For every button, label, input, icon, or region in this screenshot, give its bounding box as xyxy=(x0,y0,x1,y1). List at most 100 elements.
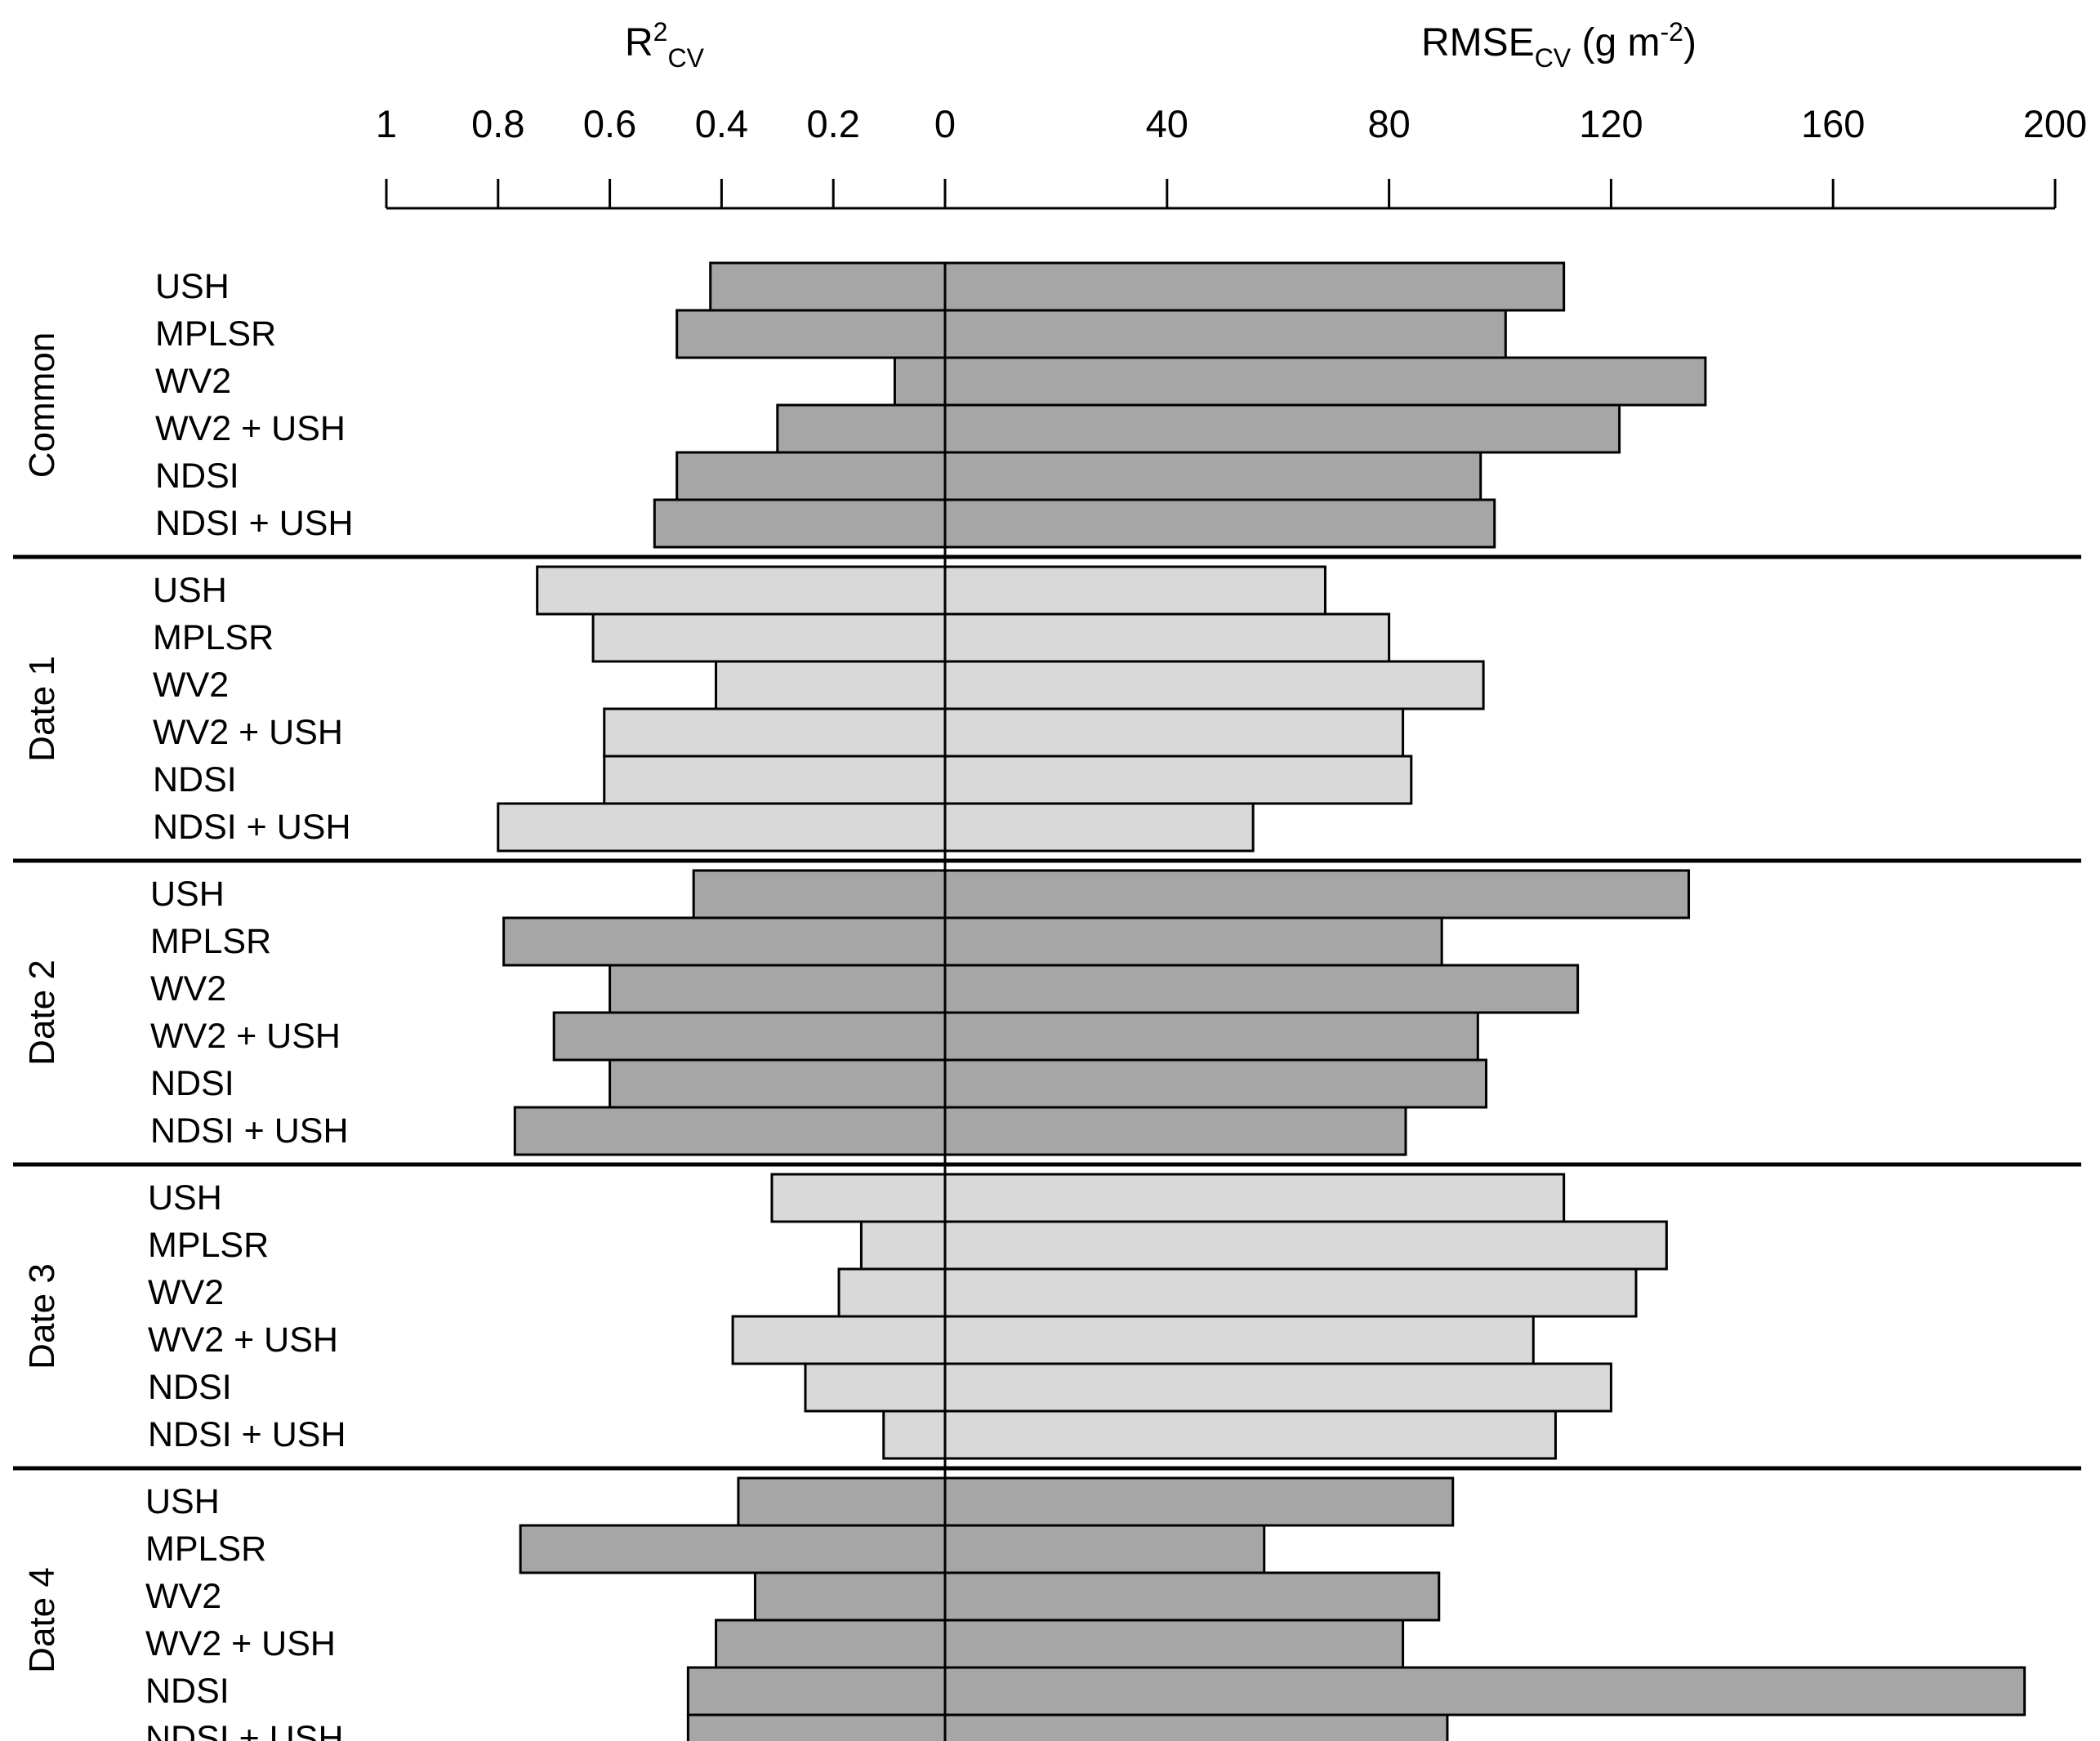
row-label: WV2 xyxy=(145,1577,221,1616)
rmse-tick-label: 0 xyxy=(934,102,956,145)
row-label: WV2 xyxy=(155,362,231,401)
r2-axis-title: R2CV xyxy=(625,17,705,73)
rmse-bar xyxy=(943,403,1621,454)
rmse-tick-label: 120 xyxy=(1579,102,1643,145)
rmse-bar xyxy=(943,869,1691,919)
rmse-title-unit-end: ) xyxy=(1683,21,1696,65)
rmse-bar xyxy=(943,1315,1535,1365)
row-label: WV2 + USH xyxy=(145,1624,336,1663)
row-label: WV2 xyxy=(150,969,226,1009)
row-label: USH xyxy=(145,1482,220,1521)
r2-bar xyxy=(686,1666,947,1717)
rmse-bar xyxy=(943,1476,1455,1527)
rmse-bar xyxy=(943,755,1413,805)
r2-bar xyxy=(653,498,947,549)
row-label: NDSI xyxy=(150,1064,234,1103)
rmse-bar xyxy=(943,356,1707,407)
row-label: NDSI + USH xyxy=(150,1111,349,1151)
rmse-bar xyxy=(943,1619,1405,1669)
row-label: NDSI xyxy=(145,1672,230,1711)
rmse-bar xyxy=(943,498,1496,549)
rmse-bar xyxy=(943,261,1566,312)
rmse-bar xyxy=(943,1666,2026,1717)
r2-bar xyxy=(603,707,947,758)
rmse-bar xyxy=(943,1409,1557,1460)
r2-title-sup: 2 xyxy=(653,17,668,47)
bars-layer xyxy=(497,261,2026,1741)
r2-bar xyxy=(731,1315,947,1365)
row-label: NDSI + USH xyxy=(145,1719,344,1741)
row-label: WV2 + USH xyxy=(153,713,343,752)
r2-bar xyxy=(536,565,947,616)
r2-bar xyxy=(837,1267,947,1318)
r2-tick-label: 0.2 xyxy=(807,102,860,145)
group-label: Date 2 xyxy=(22,960,62,1066)
group-separators xyxy=(13,554,2081,1471)
r2-bar xyxy=(715,1619,947,1669)
rmse-title-unit: (g m xyxy=(1571,21,1660,65)
r2-bar xyxy=(519,1524,947,1574)
row-label: WV2 xyxy=(153,666,229,705)
r2-bar xyxy=(609,964,947,1014)
r2-bar xyxy=(776,403,947,454)
row-label: USH xyxy=(148,1178,222,1218)
rmse-bar xyxy=(943,309,1507,359)
row-label: WV2 + USH xyxy=(150,1017,341,1056)
r2-bar xyxy=(513,1106,947,1156)
rmse-bar xyxy=(943,916,1443,967)
r2-bar xyxy=(804,1362,947,1413)
row-label: WV2 + USH xyxy=(148,1320,338,1360)
row-label: NDSI + USH xyxy=(155,504,354,543)
row-label: MPLSR xyxy=(145,1529,266,1569)
rmse-bar xyxy=(943,660,1485,710)
group-label: Date 1 xyxy=(22,656,62,762)
group-label: Date 4 xyxy=(22,1567,62,1673)
r2-tick-label: 0.8 xyxy=(471,102,524,145)
rmse-bar xyxy=(943,707,1405,758)
group-label: Common xyxy=(22,332,62,479)
row-label: USH xyxy=(153,571,227,610)
rmse-tick-label: 40 xyxy=(1146,102,1188,145)
rmse-bar xyxy=(943,1220,1668,1271)
r2-bar xyxy=(753,1571,947,1622)
rmse-bar xyxy=(943,1571,1441,1622)
rmse-bar xyxy=(943,612,1391,663)
r2-bar xyxy=(893,356,947,407)
r2-tick-label: 0.6 xyxy=(583,102,636,145)
rmse-bar xyxy=(943,1267,1638,1318)
rmse-bar xyxy=(943,964,1580,1014)
rmse-bar xyxy=(943,1106,1407,1156)
r2-bar xyxy=(709,261,947,312)
r2-bar xyxy=(603,755,947,805)
rmse-tick-label: 160 xyxy=(1801,102,1865,145)
rmse-title-sub: CV xyxy=(1535,43,1572,73)
r2-bar xyxy=(502,916,947,967)
r2-bar xyxy=(882,1409,947,1460)
group-label: Date 3 xyxy=(22,1263,62,1369)
row-label: MPLSR xyxy=(148,1226,269,1265)
row-label: USH xyxy=(150,875,225,914)
row-label: NDSI xyxy=(153,760,237,799)
rmse-title-main: RMSE xyxy=(1421,21,1535,65)
r2-title-main: R xyxy=(625,21,653,65)
row-label: NDSI xyxy=(155,456,239,496)
rmse-bar xyxy=(943,451,1482,501)
row-label: USH xyxy=(155,267,230,306)
rmse-tick-label: 200 xyxy=(2023,102,2087,145)
row-label: WV2 + USH xyxy=(155,409,346,448)
r2-bar xyxy=(715,660,947,710)
rmse-bar xyxy=(943,1362,1612,1413)
r2-bar xyxy=(859,1220,947,1271)
rmse-tick-label: 80 xyxy=(1367,102,1410,145)
r2-tick-label: 1 xyxy=(376,102,397,145)
rmse-bar xyxy=(943,1173,1566,1223)
axis-ticks: 1 0.8 0.6 0.4 0.2 0 40 80 120 160 200 xyxy=(376,102,2087,208)
rmse-bar xyxy=(943,1058,1488,1109)
r2-tick-label: 0.4 xyxy=(695,102,748,145)
rmse-bar xyxy=(943,1524,1266,1574)
row-labels-layer: USH MPLSR WV2 WV2 + USH NDSI NDSI + USH USH MPL… xyxy=(145,267,354,1741)
r2-title-sub: CV xyxy=(667,43,704,73)
group-labels-layer: Common Date 1 Date 2 Date 3 Date 4 xyxy=(22,332,62,1673)
rmse-axis-title: RMSECV (g m-2) xyxy=(1421,17,1696,73)
